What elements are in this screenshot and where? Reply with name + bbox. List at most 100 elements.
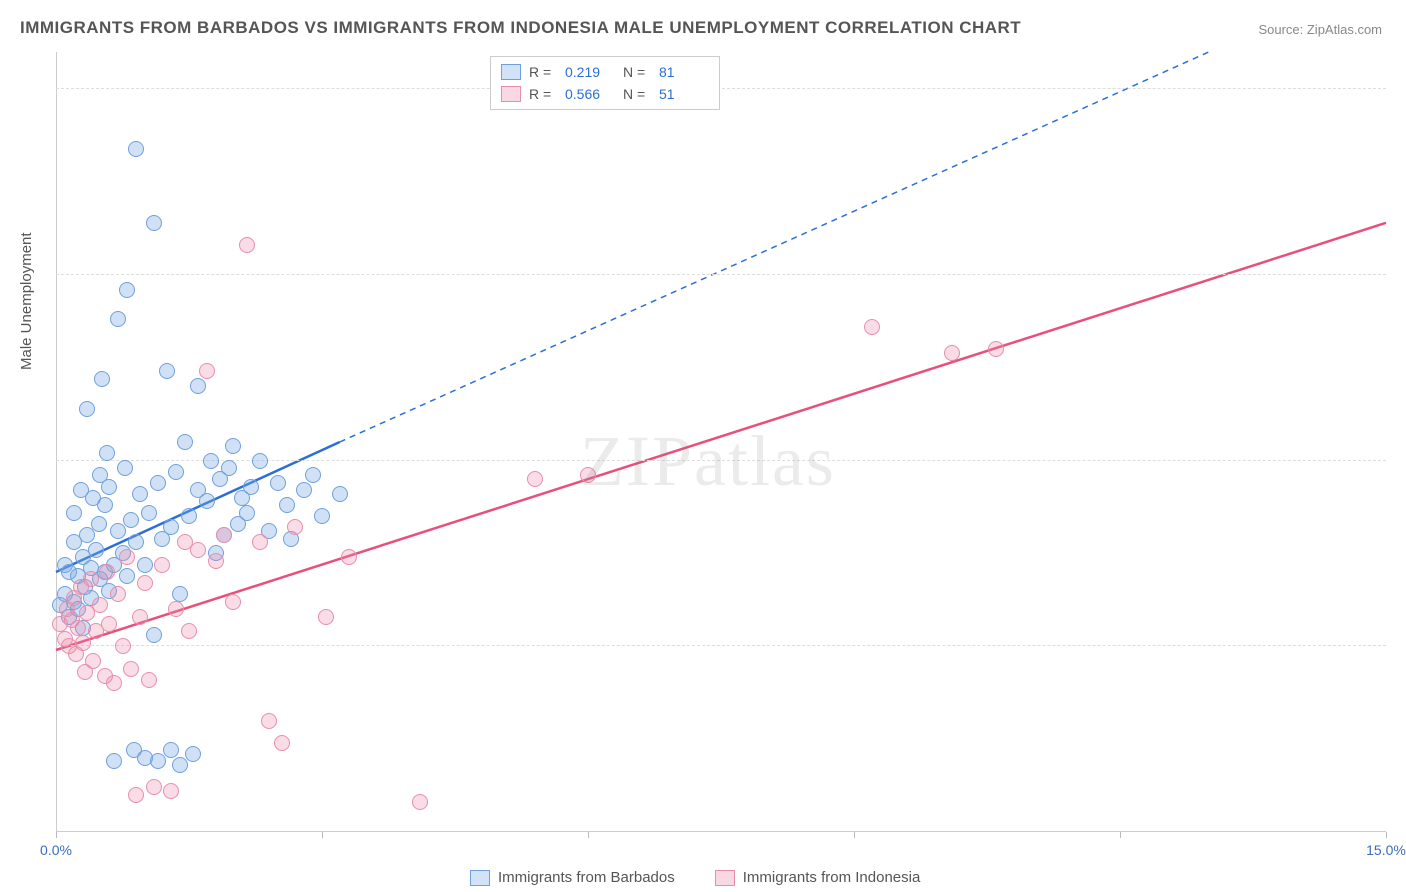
trendlines-layer <box>56 52 1386 832</box>
y-axis-line <box>56 52 57 832</box>
legend-n-value: 81 <box>659 64 709 80</box>
y-tick-label: 15.0% <box>1392 259 1406 275</box>
scatter-point-barbados <box>252 453 268 469</box>
scatter-point-indonesia <box>132 609 148 625</box>
scatter-point-indonesia <box>944 345 960 361</box>
x-axis-line <box>56 831 1386 832</box>
scatter-point-indonesia <box>85 653 101 669</box>
scatter-point-indonesia <box>190 542 206 558</box>
scatter-point-barbados <box>332 486 348 502</box>
x-tick <box>56 832 57 838</box>
scatter-point-barbados <box>119 568 135 584</box>
x-tick-label: 0.0% <box>40 842 72 858</box>
scatter-point-barbados <box>225 438 241 454</box>
trendline-extrapolated-barbados <box>340 52 1209 442</box>
gridline-horizontal <box>56 645 1386 646</box>
scatter-point-indonesia <box>199 363 215 379</box>
scatter-point-indonesia <box>154 557 170 573</box>
scatter-point-barbados <box>99 445 115 461</box>
legend-r-value: 0.219 <box>565 64 615 80</box>
legend-n-label: N = <box>623 64 651 80</box>
legend-item-barbados: Immigrants from Barbados <box>470 869 675 886</box>
scatter-point-barbados <box>150 475 166 491</box>
scatter-point-indonesia <box>119 549 135 565</box>
scatter-point-indonesia <box>239 237 255 253</box>
scatter-point-indonesia <box>168 601 184 617</box>
legend-r-label: R = <box>529 64 557 80</box>
scatter-point-barbados <box>123 512 139 528</box>
scatter-point-barbados <box>172 757 188 773</box>
legend-label: Immigrants from Indonesia <box>743 869 921 886</box>
scatter-point-barbados <box>110 523 126 539</box>
legend-swatch <box>501 64 521 80</box>
scatter-point-indonesia <box>115 638 131 654</box>
scatter-point-barbados <box>94 371 110 387</box>
legend-row-barbados: R = 0.219 N = 81 <box>501 61 709 83</box>
scatter-point-indonesia <box>123 661 139 677</box>
x-tick <box>322 832 323 838</box>
scatter-point-indonesia <box>128 787 144 803</box>
scatter-point-barbados <box>101 479 117 495</box>
y-tick-label: 10.0% <box>1392 445 1406 461</box>
legend-swatch <box>470 870 490 886</box>
scatter-point-barbados <box>79 401 95 417</box>
scatter-point-barbados <box>181 508 197 524</box>
scatter-point-barbados <box>132 486 148 502</box>
scatter-point-barbados <box>243 479 259 495</box>
legend-label: Immigrants from Barbados <box>498 869 675 886</box>
legend-r-value: 0.566 <box>565 86 615 102</box>
legend-row-indonesia: R =0.566N =51 <box>501 83 709 105</box>
scatter-point-indonesia <box>318 609 334 625</box>
scatter-point-barbados <box>296 482 312 498</box>
scatter-point-indonesia <box>137 575 153 591</box>
scatter-point-barbados <box>128 534 144 550</box>
scatter-point-barbados <box>163 519 179 535</box>
scatter-point-barbados <box>163 742 179 758</box>
legend-r-label: R = <box>529 86 557 102</box>
x-tick <box>1386 832 1387 838</box>
scatter-point-indonesia <box>163 783 179 799</box>
scatter-point-barbados <box>146 215 162 231</box>
scatter-point-barbados <box>270 475 286 491</box>
scatter-point-indonesia <box>75 635 91 651</box>
scatter-point-indonesia <box>106 675 122 691</box>
scatter-point-indonesia <box>181 623 197 639</box>
legend-swatch <box>501 86 521 102</box>
scatter-point-indonesia <box>110 586 126 602</box>
scatter-point-indonesia <box>527 471 543 487</box>
scatter-point-barbados <box>91 516 107 532</box>
scatter-point-indonesia <box>92 597 108 613</box>
scatter-point-barbados <box>314 508 330 524</box>
x-tick-label: 15.0% <box>1366 842 1406 858</box>
legend-swatch <box>715 870 735 886</box>
legend-item-indonesia: Immigrants from Indonesia <box>715 869 921 886</box>
scatter-point-indonesia <box>141 672 157 688</box>
scatter-point-barbados <box>128 141 144 157</box>
scatter-point-barbados <box>159 363 175 379</box>
source-credit: Source: ZipAtlas.com <box>1258 22 1382 37</box>
scatter-point-barbados <box>199 493 215 509</box>
scatter-point-barbados <box>279 497 295 513</box>
scatter-point-barbados <box>177 434 193 450</box>
scatter-point-barbados <box>66 505 82 521</box>
scatter-point-barbados <box>150 753 166 769</box>
scatter-point-barbados <box>106 753 122 769</box>
scatter-point-indonesia <box>864 319 880 335</box>
scatter-point-barbados <box>141 505 157 521</box>
scatter-point-indonesia <box>83 571 99 587</box>
scatter-point-barbados <box>203 453 219 469</box>
scatter-point-indonesia <box>341 549 357 565</box>
scatter-point-barbados <box>97 497 113 513</box>
scatter-point-indonesia <box>274 735 290 751</box>
scatter-point-barbados <box>110 311 126 327</box>
scatter-point-indonesia <box>146 779 162 795</box>
y-tick-label: 5.0% <box>1392 630 1406 646</box>
y-tick-label: 20.0% <box>1392 73 1406 89</box>
scatter-point-barbados <box>185 746 201 762</box>
scatter-point-indonesia <box>287 519 303 535</box>
scatter-point-barbados <box>146 627 162 643</box>
y-axis-label: Male Unemployment <box>18 232 35 370</box>
scatter-point-barbados <box>305 467 321 483</box>
x-tick <box>1120 832 1121 838</box>
scatter-point-indonesia <box>208 553 224 569</box>
